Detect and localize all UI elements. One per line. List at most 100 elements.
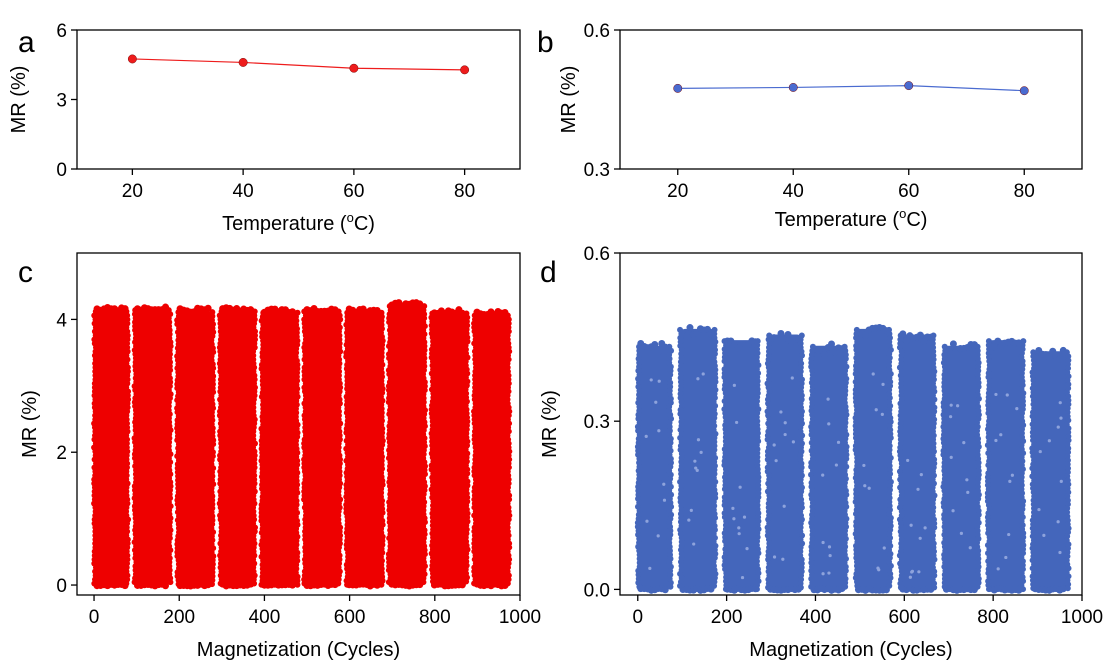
x-tick-label: 400 <box>249 607 281 628</box>
point-cloud <box>987 340 1024 590</box>
data-point <box>1059 479 1063 484</box>
cycle-block <box>1029 346 1072 594</box>
data-point <box>959 531 964 535</box>
x-tick-label: 800 <box>419 607 451 628</box>
data-point <box>1005 393 1009 397</box>
point-cloud <box>177 311 214 586</box>
data-point <box>711 582 718 589</box>
data-point <box>874 408 878 412</box>
data-point <box>656 534 660 538</box>
data-point <box>731 506 735 510</box>
x-tick-label: 0 <box>632 607 643 628</box>
data-point <box>662 498 667 502</box>
plot-frame <box>76 252 521 596</box>
data-point <box>791 440 795 444</box>
plot-area <box>634 323 1072 594</box>
data-point <box>994 392 998 397</box>
panel-a: a 20 40 60 80 0 3 6 Temperature (oC) MR (%) <box>8 21 521 235</box>
data-point <box>1059 585 1067 593</box>
panel-letter: b <box>537 26 554 59</box>
data-point <box>677 582 684 589</box>
cycle-block <box>896 330 938 594</box>
x-tick-label: 1000 <box>499 607 541 628</box>
data-point <box>722 586 729 593</box>
x-tick-label: 60 <box>898 181 919 202</box>
y-axis-label: MR (%) <box>19 390 41 458</box>
cycle-block <box>91 303 132 590</box>
cycle-block <box>131 303 174 590</box>
point-cloud <box>219 310 256 586</box>
point-cloud <box>637 345 672 590</box>
data-point <box>1004 555 1008 560</box>
data-point <box>923 526 927 530</box>
x-tick-label: 400 <box>800 607 832 628</box>
data-point <box>1056 520 1060 524</box>
data-point <box>463 578 470 585</box>
data-point <box>288 581 296 589</box>
y-tick-label: 0.3 <box>584 412 610 433</box>
data-point <box>654 348 662 356</box>
data-point <box>661 586 669 594</box>
data-point <box>651 340 659 348</box>
point-cloud <box>1032 351 1069 590</box>
x-tick-label: 200 <box>711 607 743 628</box>
data-point <box>238 57 248 67</box>
point-cloud <box>899 334 935 590</box>
data-point <box>910 570 914 574</box>
data-point <box>772 443 776 447</box>
point-cloud <box>473 314 510 586</box>
data-point <box>1058 401 1062 405</box>
data-point <box>788 83 798 92</box>
data-point <box>217 580 224 587</box>
data-point <box>644 434 648 438</box>
x-tick-label: 600 <box>334 607 366 628</box>
data-point <box>774 459 778 463</box>
data-point <box>783 432 787 437</box>
data-point <box>687 518 691 522</box>
data-point <box>737 532 741 536</box>
data-point <box>968 546 972 550</box>
data-point <box>1038 449 1042 454</box>
plot-frame <box>76 29 521 170</box>
data-point <box>258 581 265 588</box>
panel-d: d 0 200 400 600 800 1000 0.0 0.3 0.6 Magnetizati… <box>539 244 1103 661</box>
data-point <box>827 571 831 575</box>
data-point <box>1064 585 1071 592</box>
data-point <box>854 582 861 589</box>
data-point <box>821 572 825 576</box>
data-point <box>828 340 836 348</box>
data-point <box>882 546 886 550</box>
data-point <box>662 482 666 486</box>
data-point <box>251 580 258 587</box>
y-tick-label: 4 <box>56 310 67 331</box>
data-point <box>732 383 736 387</box>
data-point <box>949 455 953 459</box>
y-tick-label: 0.6 <box>584 21 610 42</box>
data-point <box>908 575 912 579</box>
data-point <box>693 459 697 463</box>
data-point <box>127 54 137 64</box>
cycle-block <box>984 337 1027 594</box>
data-point <box>1045 353 1053 361</box>
data-point <box>828 553 832 558</box>
x-tick-label: 40 <box>233 181 254 202</box>
data-point <box>208 581 215 588</box>
data-point <box>797 584 804 591</box>
data-point <box>996 567 1000 571</box>
data-point <box>471 580 478 587</box>
y-tick-label: 0.3 <box>584 160 610 181</box>
data-point <box>965 478 969 482</box>
data-point <box>648 566 652 570</box>
x-axis-label: Magnetization (Cycles) <box>749 639 952 661</box>
x-tick-label: 800 <box>977 607 1009 628</box>
x-tick-label: 200 <box>163 607 195 628</box>
point-cloud <box>134 309 171 586</box>
data-point <box>689 508 693 512</box>
cycle-block <box>428 306 471 590</box>
y-axis-label: MR (%) <box>539 390 561 458</box>
data-point <box>460 65 470 75</box>
data-point <box>429 578 436 585</box>
tick-group: 0 200 400 600 800 1000 0 2 4 <box>56 310 541 628</box>
point-cloud <box>855 328 891 590</box>
